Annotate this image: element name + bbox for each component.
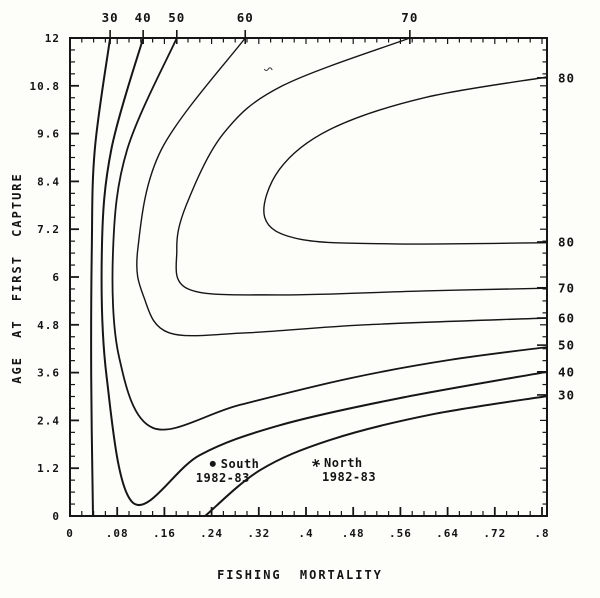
y-axis-title: AGE AT FIRST CAPTURE: [10, 172, 24, 384]
contour-line-80: [263, 76, 548, 245]
contour-line-60: [136, 37, 548, 337]
scan-artifact-mark: [263, 67, 273, 72]
y-tick-label: 6: [52, 271, 60, 284]
y-tick-label: 10.8: [30, 80, 61, 93]
contour-line-30-lower-right: [204, 395, 548, 517]
y-tick-label: 12: [45, 32, 60, 45]
axis-frame: [69, 37, 548, 517]
north-point-marker: [314, 461, 318, 465]
contour-label-right: 80: [558, 234, 575, 249]
contour-label-top: 40: [135, 10, 152, 25]
y-tick-label: 7.2: [37, 223, 60, 236]
contour-line-50: [111, 37, 548, 431]
y-tick-label: 3.6: [37, 367, 60, 380]
contour-label-right: 40: [558, 364, 575, 379]
contour-label-top: 30: [102, 10, 119, 25]
north-label: 1982-83: [322, 470, 376, 484]
contour-line-30-left: [90, 37, 112, 517]
contour-label-right: 60: [558, 311, 575, 326]
south-label: 1982-83: [196, 471, 250, 485]
x-tick-label: .64: [436, 527, 459, 540]
contour-label-right: 30: [558, 387, 575, 402]
x-tick-label: .16: [153, 527, 176, 540]
y-tick-label: 0: [52, 510, 60, 523]
x-tick-label: .56: [389, 527, 412, 540]
x-tick-label: .8: [534, 527, 549, 540]
x-tick-label: .24: [200, 527, 223, 540]
y-tick-label: 8.4: [37, 175, 60, 188]
contour-line-40: [100, 37, 548, 507]
contour-label-right: 80: [558, 70, 575, 85]
y-tick-label: 2.4: [37, 414, 60, 427]
contour-label-right: 50: [558, 338, 575, 353]
x-tick-label: .32: [247, 527, 270, 540]
contour-label-top: 70: [401, 10, 418, 25]
y-tick-label: 1.2: [37, 462, 60, 475]
south-point-marker: [209, 460, 216, 467]
y-tick-label: 4.8: [37, 319, 60, 332]
contour-label-top: 50: [168, 10, 185, 25]
x-tick-label: .72: [483, 527, 506, 540]
x-tick-label: 0: [66, 527, 74, 540]
south-label: South: [221, 457, 260, 471]
contour-label-right: 70: [558, 280, 575, 295]
contour-label-top: 60: [237, 10, 254, 25]
x-axis-title: FISHING MORTALITY: [217, 568, 383, 582]
x-tick-label: .08: [106, 527, 129, 540]
north-label: North: [324, 456, 363, 470]
x-tick-label: .4: [298, 527, 313, 540]
contour-line-70: [175, 37, 548, 296]
x-tick-label: .48: [342, 527, 365, 540]
y-tick-label: 9.6: [37, 128, 60, 141]
